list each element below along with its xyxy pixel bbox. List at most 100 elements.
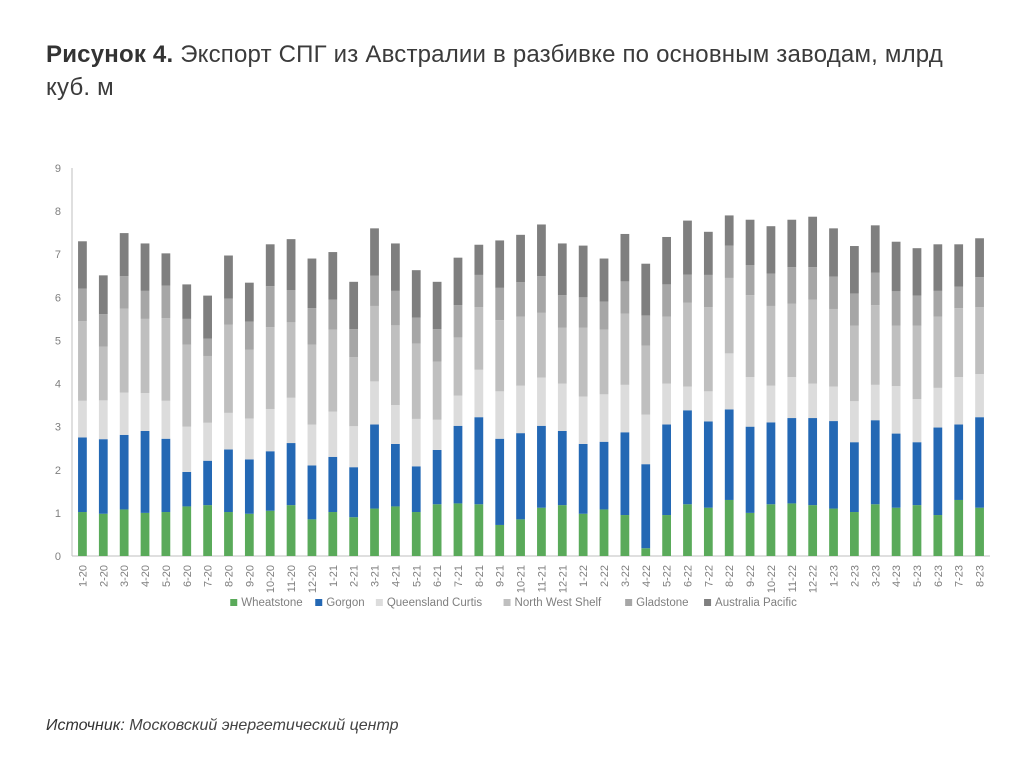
bar-segment-gladstone: [599, 301, 609, 330]
bar-segment-wheatstone: [391, 506, 400, 556]
x-tick-label: 4-23: [891, 565, 903, 587]
bar-segment-gladstone: [370, 275, 379, 306]
bar-segment-queensland-curtis: [119, 392, 129, 435]
bar-segment-australia-pacific: [766, 226, 776, 274]
bar-segment-gladstone: [954, 286, 964, 309]
x-tick-label: 3-20: [119, 565, 131, 587]
bar-segment-australia-pacific: [620, 233, 630, 282]
bar-segment-north-west-shelf: [557, 327, 567, 384]
legend-label: Australia Pacific: [715, 597, 797, 609]
x-tick-label: 12-20: [307, 565, 319, 593]
bar-segment-queensland-curtis: [766, 385, 776, 423]
bar-segment-north-west-shelf: [662, 316, 671, 384]
bar-segment-wheatstone: [724, 499, 734, 556]
bar-segment-gladstone: [578, 297, 588, 328]
x-tick-label: 2-20: [98, 565, 110, 587]
bar-segment-north-west-shelf: [829, 308, 838, 387]
bar-segment-australia-pacific: [557, 243, 567, 296]
bar-segment-gorgon: [724, 409, 734, 500]
x-tick-label: 2-22: [599, 565, 611, 587]
bar-segment-wheatstone: [933, 515, 943, 556]
bar-segment-gladstone: [724, 245, 734, 278]
bar-segment-queensland-curtis: [787, 377, 797, 419]
bar-segment-north-west-shelf: [516, 316, 525, 386]
bar-segment-australia-pacific: [829, 228, 838, 277]
bar-segment-queensland-curtis: [474, 369, 484, 418]
bar-segment-australia-pacific: [495, 240, 505, 288]
bar-segment-north-west-shelf: [265, 327, 275, 409]
bar-segment-australia-pacific: [78, 241, 87, 289]
legend-swatch: [625, 599, 633, 606]
source-label: Источник:: [46, 717, 125, 734]
bar-segment-north-west-shelf: [203, 355, 212, 423]
x-tick-label: 10-21: [516, 565, 528, 593]
bar-segment-gorgon: [850, 442, 859, 513]
bar-segment-north-west-shelf: [161, 318, 171, 401]
x-tick-label: 4-22: [641, 565, 653, 587]
source-text: Московский энергетический центр: [129, 717, 399, 734]
bar-segment-australia-pacific: [912, 248, 922, 296]
x-tick-label: 4-21: [390, 565, 402, 587]
bar-segment-gorgon: [537, 425, 546, 508]
bar-segment-wheatstone: [620, 515, 630, 556]
bar-segment-north-west-shelf: [140, 318, 150, 394]
legend-label: North West Shelf: [515, 597, 603, 609]
x-tick-label: 1-21: [328, 565, 340, 587]
bar-segment-australia-pacific: [307, 258, 317, 309]
bar-segment-wheatstone: [265, 510, 275, 556]
bar-segment-wheatstone: [912, 505, 922, 556]
bar-segment-australia-pacific: [161, 253, 171, 286]
bar-segment-north-west-shelf: [599, 329, 609, 395]
bar-segment-australia-pacific: [870, 225, 880, 273]
x-tick-label: 6-20: [182, 565, 194, 587]
bar-segment-gorgon: [599, 441, 609, 510]
legend-swatch: [704, 599, 712, 606]
bar-segment-queensland-curtis: [557, 383, 567, 431]
bar-segment-wheatstone: [203, 505, 212, 556]
bar-segment-north-west-shelf: [808, 299, 818, 384]
bar-segment-australia-pacific: [453, 257, 463, 306]
legend-swatch: [375, 599, 383, 606]
bar-segment-australia-pacific: [182, 284, 192, 319]
bar-segment-gladstone: [975, 277, 984, 308]
legend-swatch: [315, 599, 323, 606]
bar-segment-australia-pacific: [724, 215, 734, 246]
bar-segment-queensland-curtis: [912, 399, 922, 443]
bar-segment-gorgon: [975, 417, 984, 508]
bar-segment-queensland-curtis: [537, 377, 546, 426]
bar-segment-wheatstone: [808, 505, 818, 556]
bar-segment-gladstone: [557, 295, 567, 328]
y-tick-label: 0: [55, 551, 61, 563]
bar-segment-wheatstone: [516, 519, 525, 556]
x-tick-label: 7-21: [453, 565, 465, 587]
bar-segment-australia-pacific: [349, 281, 359, 330]
bar-segment-queensland-curtis: [328, 411, 338, 457]
bar-segment-wheatstone: [224, 512, 233, 556]
bar-segment-gorgon: [495, 438, 505, 525]
bar-segment-north-west-shelf: [724, 277, 734, 354]
bar-segment-gorgon: [349, 467, 359, 518]
bar-segment-wheatstone: [453, 503, 463, 556]
y-tick-label: 6: [55, 292, 61, 304]
bar-segment-gladstone: [432, 329, 442, 362]
bar-segment-queensland-curtis: [140, 393, 150, 431]
bar-segment-gladstone: [203, 338, 212, 356]
bar-segment-australia-pacific: [140, 243, 150, 291]
bar-segment-queensland-curtis: [244, 418, 254, 460]
bar-segment-queensland-curtis: [975, 374, 984, 418]
bar-segment-gladstone: [224, 298, 233, 325]
bar-segment-australia-pacific: [537, 224, 546, 277]
bar-segment-wheatstone: [662, 515, 671, 556]
x-tick-label: 9-21: [495, 565, 507, 587]
bar-segment-gorgon: [662, 424, 671, 516]
source-note: Источник: Московский энергетический цент…: [46, 717, 399, 735]
legend-label: Wheatstone: [241, 597, 302, 609]
bar-segment-wheatstone: [286, 505, 296, 556]
bar-segment-gorgon: [683, 410, 692, 505]
x-tick-label: 7-22: [703, 565, 715, 587]
bar-segment-gladstone: [516, 282, 525, 317]
chart-title: Рисунок 4. Экспорт СПГ из Австралии в ра…: [46, 38, 946, 104]
bar-segment-australia-pacific: [119, 233, 129, 277]
bar-segment-queensland-curtis: [891, 386, 901, 434]
bar-segment-gladstone: [391, 290, 400, 326]
